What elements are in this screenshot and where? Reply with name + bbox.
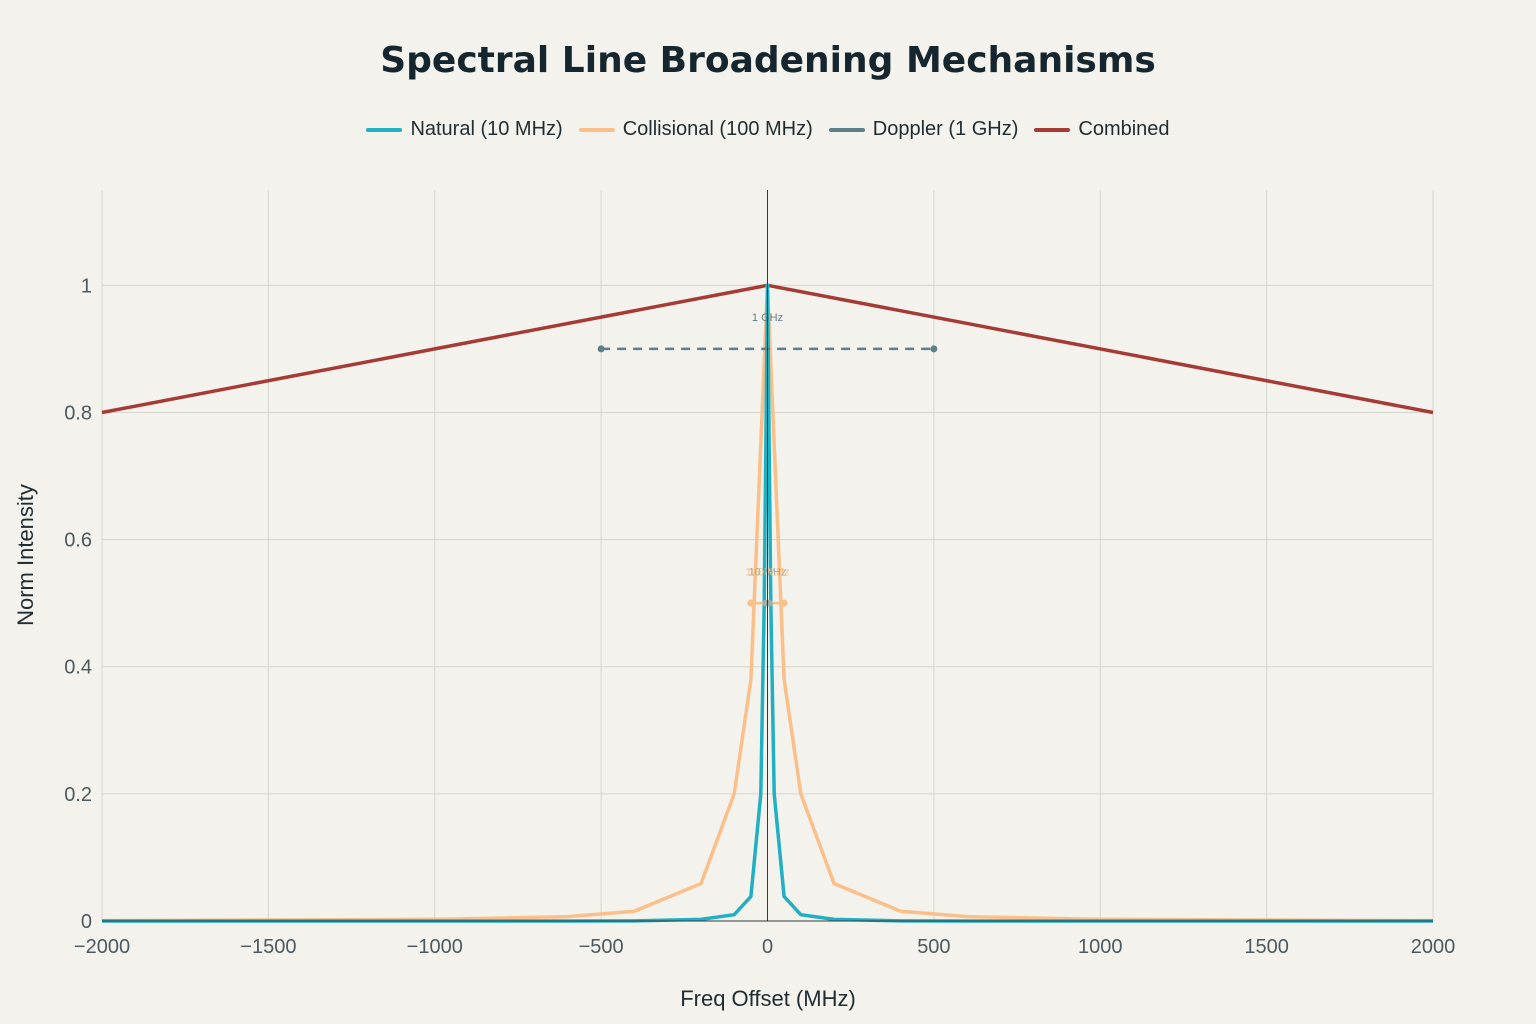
x-tick-label: 2000 xyxy=(1411,936,1456,958)
axis-layer: −2000 −1500 −1000 −500 0 500 1000 1500 2000 0 0.2 0… xyxy=(64,190,1455,958)
y-axis-title: Norm Intensity xyxy=(13,484,38,626)
x-axis-title: Freq Offset (MHz) xyxy=(680,986,856,1011)
annotation-end-dot xyxy=(597,345,605,353)
legend-label: Collisional (100 MHz) xyxy=(622,118,813,140)
x-tick-label: 1500 xyxy=(1244,936,1289,958)
legend-label: Doppler (1 GHz) xyxy=(872,118,1019,140)
legend-item[interactable]: Doppler (1 GHz) xyxy=(828,118,1019,141)
legend: Natural (10 MHz) Collisional (100 MHz) Dop… xyxy=(0,118,1536,141)
annotation-end-dot xyxy=(930,345,938,353)
annotation-end-dot xyxy=(747,599,755,607)
legend-swatch xyxy=(828,127,865,132)
y-tick-label: 0.6 xyxy=(64,530,92,552)
y-tick-label: 0.2 xyxy=(64,784,92,806)
chart-title: Spectral Line Broadening Mechanisms xyxy=(380,40,1156,81)
legend-swatch xyxy=(1034,127,1071,132)
legend-label: Natural (10 MHz) xyxy=(410,118,563,140)
legend-item[interactable]: Combined xyxy=(1034,118,1170,141)
x-tick-label: −1500 xyxy=(240,936,296,958)
annotation-end-dot xyxy=(780,599,788,607)
x-tick-label: 500 xyxy=(917,936,950,958)
y-tick-label: 1 xyxy=(81,275,92,297)
legend-label: Combined xyxy=(1078,118,1170,140)
annotation-end-dot xyxy=(765,599,773,607)
legend-item[interactable]: Natural (10 MHz) xyxy=(366,118,563,141)
x-tick-label: −2000 xyxy=(74,936,130,958)
y-tick-label: 0 xyxy=(81,911,92,933)
x-tick-label: −500 xyxy=(579,936,624,958)
x-tick-label: −1000 xyxy=(407,936,463,958)
x-tick-label: 0 xyxy=(762,936,773,958)
x-tick-label: 1000 xyxy=(1078,936,1123,958)
legend-swatch xyxy=(578,127,615,132)
legend-item[interactable]: Collisional (100 MHz) xyxy=(578,118,813,141)
grid xyxy=(101,190,1434,921)
y-tick-label: 0.8 xyxy=(64,402,92,424)
legend-swatch xyxy=(366,127,403,132)
y-tick-label: 0.4 xyxy=(64,657,92,679)
